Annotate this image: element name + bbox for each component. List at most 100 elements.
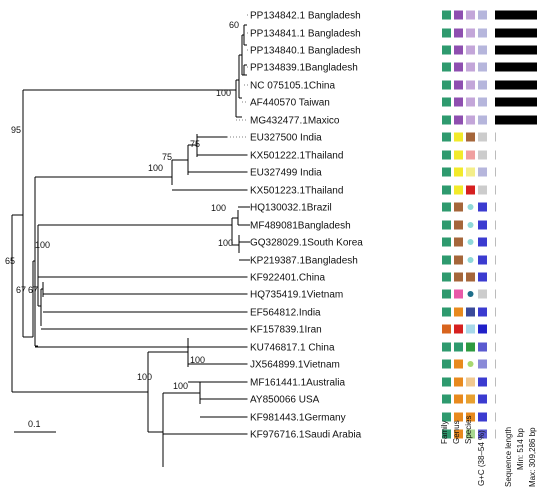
sequence-length-bar bbox=[495, 185, 496, 195]
column-header-sequence-length: Sequence length bbox=[504, 427, 513, 487]
taxon-label: GQ328029.1South Korea bbox=[250, 238, 363, 249]
sequence-length-bar bbox=[495, 115, 537, 125]
family-cell bbox=[442, 97, 451, 107]
species-cell bbox=[466, 185, 475, 195]
gc-cell bbox=[478, 429, 487, 439]
sequence-length-bar bbox=[495, 429, 496, 439]
genus-cell bbox=[454, 394, 463, 404]
genus-cell bbox=[454, 28, 463, 38]
taxon-label: KP219387.1Bangladesh bbox=[250, 256, 358, 267]
sequence-length-min: Min: 514 bp bbox=[516, 428, 525, 470]
taxon-label: EU327500 India bbox=[250, 133, 322, 144]
genus-cell bbox=[454, 307, 463, 317]
sequence-length-bar bbox=[495, 377, 496, 387]
genus-cell bbox=[454, 289, 463, 299]
species-cell bbox=[466, 272, 475, 282]
gc-cell bbox=[478, 272, 487, 282]
taxon-label: PP134840.1 Bangladesh bbox=[250, 46, 361, 57]
sequence-length-bar bbox=[495, 255, 496, 265]
bootstrap-value: 100 bbox=[190, 355, 205, 365]
sequence-length-bar bbox=[495, 62, 537, 72]
family-cell bbox=[442, 185, 451, 195]
sequence-length-bar bbox=[495, 97, 537, 107]
family-cell bbox=[442, 272, 451, 282]
tip-branches bbox=[35, 136, 250, 435]
column-header-family: Family bbox=[440, 420, 449, 444]
genus-cell bbox=[454, 359, 463, 369]
gc-cell bbox=[478, 62, 487, 72]
sequence-length-bar bbox=[495, 132, 496, 142]
species-cell bbox=[466, 97, 475, 107]
family-cell bbox=[442, 255, 451, 265]
gc-cell bbox=[478, 394, 487, 404]
bootstrap-value: 67 bbox=[16, 285, 26, 295]
family-cell bbox=[442, 62, 451, 72]
sequence-length-bar bbox=[495, 342, 496, 352]
sequence-length-bar bbox=[495, 150, 496, 160]
column-header-species: Species bbox=[464, 416, 473, 444]
scale-bar: 0.1 bbox=[14, 419, 56, 433]
gc-cell bbox=[478, 80, 487, 90]
family-cell bbox=[442, 394, 451, 404]
gc-cell bbox=[478, 167, 487, 177]
genus-cell bbox=[454, 167, 463, 177]
sequence-length-bar bbox=[495, 167, 496, 177]
taxon-label: KF981443.1Germany bbox=[250, 413, 346, 424]
sequence-length-bar bbox=[495, 28, 537, 38]
bootstrap-value: 75 bbox=[190, 139, 200, 149]
family-cell bbox=[442, 45, 451, 55]
sequence-length-bar bbox=[495, 394, 496, 404]
dotted-leaders bbox=[227, 14, 248, 435]
family-cell bbox=[442, 115, 451, 125]
taxon-label: KF976716.1Saudi Arabia bbox=[250, 430, 362, 441]
taxon-label: PP134841.1 Bangladesh bbox=[250, 29, 361, 40]
bootstrap-value: 100 bbox=[173, 381, 188, 391]
gc-cell bbox=[478, 150, 487, 160]
species-cell bbox=[467, 361, 474, 367]
gc-cell bbox=[478, 132, 487, 142]
sequence-length-bar bbox=[495, 359, 496, 369]
taxon-label: EF564812.India bbox=[250, 308, 321, 319]
sequence-length-bar bbox=[495, 10, 537, 20]
taxon-label: MG432477.1Maxico bbox=[250, 116, 340, 127]
sequence-length-bar bbox=[495, 324, 496, 334]
species-cell bbox=[466, 394, 475, 404]
taxon-label: MF489081Bangladesh bbox=[250, 221, 351, 232]
gc-cell bbox=[478, 255, 487, 265]
genus-cell bbox=[454, 255, 463, 265]
species-cell bbox=[466, 115, 475, 125]
gc-cell bbox=[478, 220, 487, 230]
family-cell bbox=[442, 377, 451, 387]
genus-cell bbox=[454, 237, 463, 247]
taxon-label: PP134842.1 Bangladesh bbox=[250, 11, 361, 22]
family-cell bbox=[442, 237, 451, 247]
species-cell bbox=[466, 150, 475, 160]
scale-bar-label: 0.1 bbox=[28, 419, 41, 429]
species-cell bbox=[466, 377, 475, 387]
taxon-label: NC 075105.1China bbox=[250, 81, 335, 92]
family-cell bbox=[442, 342, 451, 352]
family-cell bbox=[442, 359, 451, 369]
family-cell bbox=[442, 220, 451, 230]
gc-cell bbox=[478, 412, 487, 422]
species-cell bbox=[466, 45, 475, 55]
species-cell bbox=[466, 132, 475, 142]
taxon-label: KX501223.1Thailand bbox=[250, 186, 343, 197]
species-cell bbox=[467, 222, 474, 228]
gc-cell bbox=[478, 289, 487, 299]
taxon-label: MF161441.1Australia bbox=[250, 378, 345, 389]
taxon-label: KF157839.1Iran bbox=[250, 325, 322, 336]
gc-cell bbox=[478, 202, 487, 212]
column-header-genus: Genus bbox=[452, 420, 461, 444]
genus-cell bbox=[454, 324, 463, 334]
species-cell bbox=[466, 80, 475, 90]
family-cell bbox=[442, 412, 451, 422]
family-cell bbox=[442, 10, 451, 20]
bootstrap-value: 100 bbox=[218, 238, 233, 248]
sequence-length-bar bbox=[495, 45, 537, 55]
taxon-label: HQ735419.1Vietnam bbox=[250, 290, 343, 301]
genus-cell bbox=[454, 272, 463, 282]
